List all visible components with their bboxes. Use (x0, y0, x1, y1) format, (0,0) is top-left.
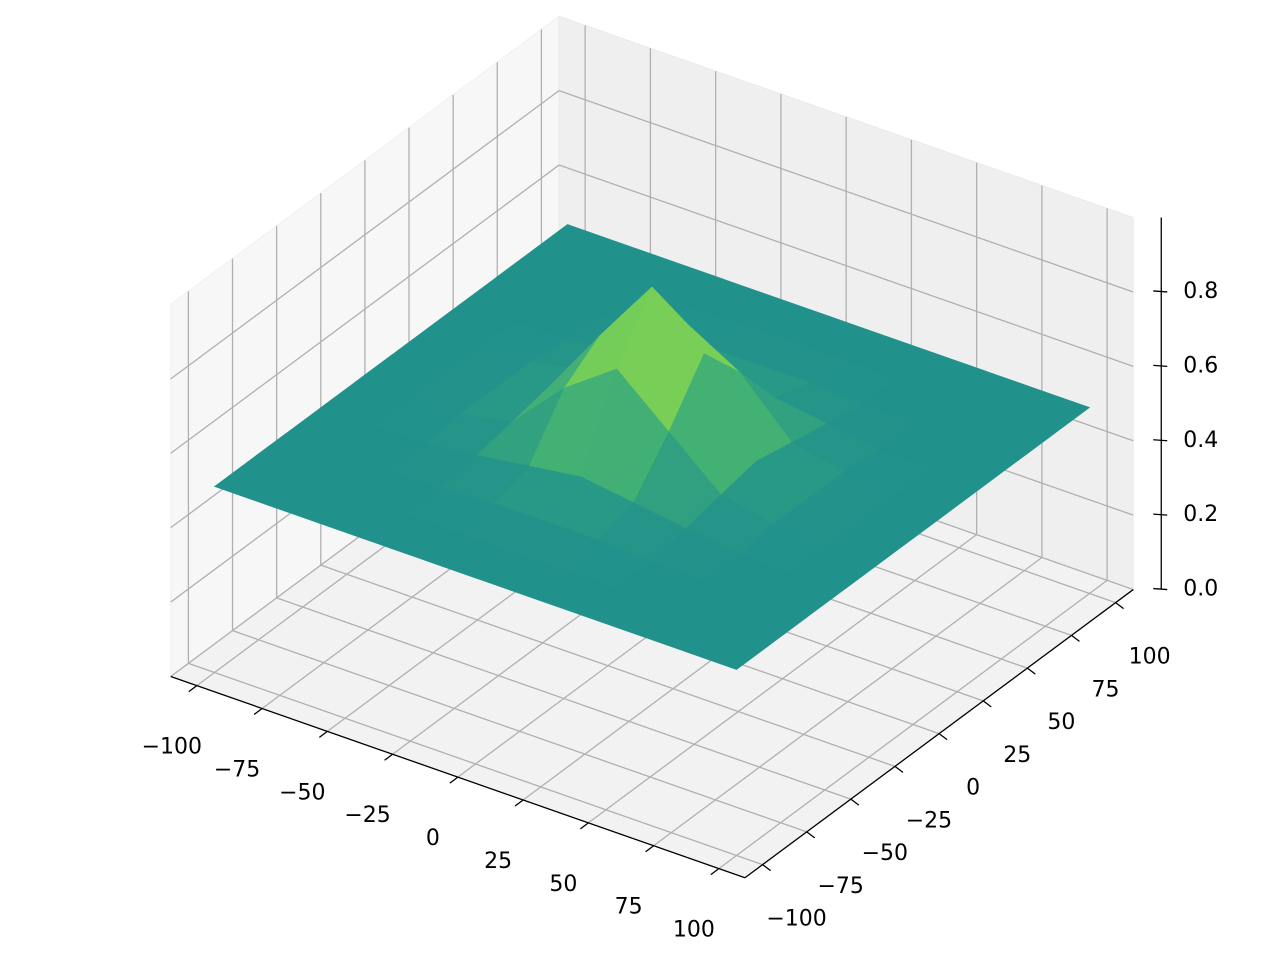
x-tick (449, 776, 459, 784)
x-tick (579, 822, 589, 830)
y-tick-label: 75 (1091, 677, 1119, 702)
y-tick (1026, 667, 1036, 675)
y-tick (762, 864, 771, 872)
y-tick (1071, 634, 1080, 642)
z-tick-label: 0.0 (1183, 577, 1218, 602)
z-tick (1153, 364, 1168, 367)
y-tick (938, 733, 948, 741)
z-tick-label: 0.4 (1183, 428, 1218, 453)
y-tick (806, 831, 816, 839)
z-tick (1153, 290, 1168, 293)
x-axis-line (170, 675, 746, 879)
y-tick-label: −100 (766, 907, 826, 932)
grid-line (170, 90, 560, 380)
x-tick (318, 730, 328, 738)
x-tick-label: −50 (279, 780, 325, 805)
y-tick-label: −75 (818, 874, 864, 899)
y-tick-label: 25 (1003, 743, 1031, 768)
z-tick-label: 0.2 (1183, 502, 1218, 527)
x-tick (514, 799, 524, 807)
x-tick-label: −100 (142, 735, 202, 760)
grid-line (232, 629, 807, 833)
y-tick (894, 765, 904, 773)
x-tick (253, 707, 263, 715)
y-axis-line (744, 589, 1134, 879)
x-tick (188, 685, 198, 693)
x-tick-label: 0 (426, 826, 440, 851)
grid-line (276, 597, 852, 800)
y-tick-label: −50 (862, 841, 908, 866)
grid-line (188, 662, 763, 866)
grid-line (558, 164, 1134, 367)
y-tick (1115, 602, 1124, 610)
x-tick-label: 25 (484, 849, 512, 874)
surface-cell (683, 624, 773, 670)
y-tick-label: 50 (1047, 710, 1075, 735)
x-tick-label: 100 (673, 918, 715, 943)
x-tick-label: −25 (344, 803, 390, 828)
z-tick (1153, 513, 1168, 516)
y-tick (850, 798, 860, 806)
z-tick-label: 0.8 (1183, 279, 1218, 304)
z-tick (1153, 439, 1168, 442)
grid-line (320, 564, 896, 768)
x-tick-label: 50 (549, 872, 577, 897)
x-tick (645, 845, 654, 853)
y-tick-label: 100 (1129, 645, 1171, 670)
x-tick (384, 753, 393, 761)
y-tick-label: 0 (966, 776, 980, 801)
z-tick (1153, 587, 1168, 591)
y-tick (982, 700, 992, 708)
x-tick-label: −75 (214, 757, 260, 782)
grid-line (558, 90, 1134, 293)
grid-line (170, 164, 560, 454)
x-tick-label: 75 (615, 895, 643, 920)
z-tick-label: 0.6 (1183, 353, 1218, 378)
y-tick-label: −25 (906, 808, 952, 833)
x-tick (710, 868, 720, 876)
